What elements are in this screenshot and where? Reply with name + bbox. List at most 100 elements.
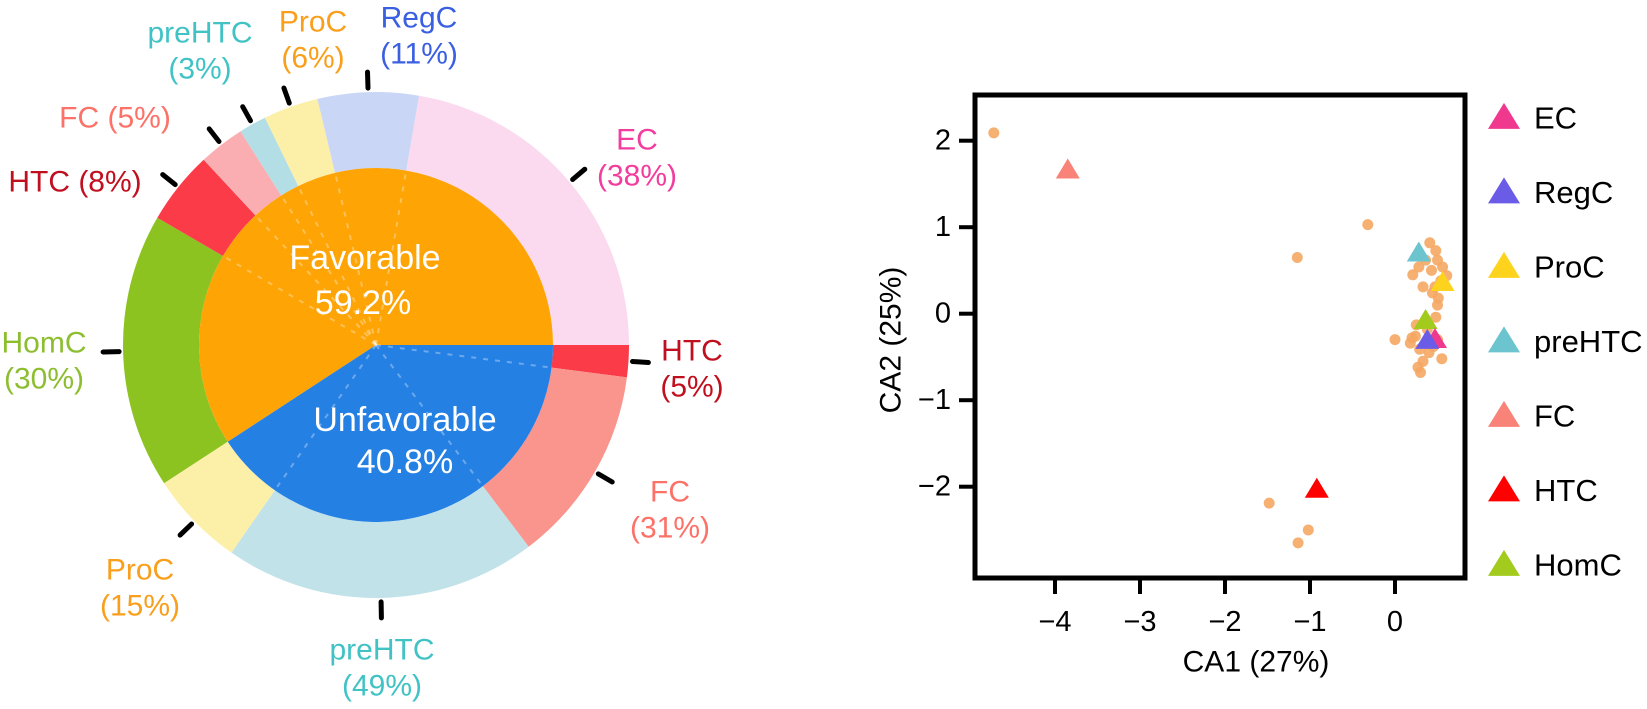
legend-triangle-homc [1488, 549, 1520, 576]
scatter-point [1430, 311, 1442, 323]
pie-slice-unfavorable [227, 345, 553, 522]
pie-callout-label: (38%) [597, 160, 677, 193]
legend-label-fc: FC [1534, 399, 1575, 434]
x-axis-tick-label: −1 [1293, 606, 1326, 638]
pie-center-label: 59.2% [315, 284, 411, 322]
group-centroid-triangle-prehtc [1406, 241, 1431, 262]
legend-triangle-prehtc [1488, 326, 1520, 353]
scatter-point [1404, 337, 1416, 349]
legend-label-proc: ProC [1534, 250, 1605, 285]
pie-callout-label: EC [616, 124, 658, 157]
ring-segment-regc [317, 91, 420, 173]
scatter-point [1437, 261, 1449, 273]
scatter-point [988, 127, 1000, 139]
pie-callout-label: preHTC [329, 634, 434, 667]
segment-tick [160, 172, 178, 188]
legend-label-htc: HTC [1534, 473, 1598, 508]
pie-callout-label: HTC [661, 335, 723, 368]
scatter-point [1436, 353, 1448, 365]
pie-callout-label: HTC (8%) [8, 166, 141, 199]
pie-subdivider-line [224, 256, 377, 346]
pie-callout-label: RegC [381, 2, 458, 35]
pie-slice-favorable [199, 167, 554, 442]
plot-frame [972, 92, 1468, 581]
pie-callout-label: (11%) [380, 38, 458, 71]
pie-callout-label: ProC [106, 554, 174, 587]
pie-callout-label: FC [650, 476, 690, 509]
pie-callout-label: preHTC [147, 17, 252, 50]
x-axis-tick-label: −2 [1208, 606, 1241, 638]
group-centroid-triangle-proc [1430, 271, 1455, 291]
scatter-point [1426, 264, 1437, 276]
scatter-point [1362, 219, 1374, 231]
scatter-point [1389, 334, 1401, 346]
scatter-point [1302, 524, 1314, 536]
ring-segment-fc [203, 131, 282, 216]
pie-subdivider-line [281, 196, 377, 346]
segment-tick [365, 69, 371, 91]
x-axis-title: CA1 (27%) [1183, 646, 1330, 679]
pie-callout-label: HomC [1, 327, 86, 360]
scatter-point [1415, 367, 1426, 378]
x-axis-tick-label: −4 [1038, 606, 1071, 638]
legend-label-prehtc: preHTC [1534, 324, 1643, 359]
ring-segment-homc [123, 217, 228, 484]
segment-tick [281, 85, 292, 106]
scatter-point [1292, 537, 1304, 549]
group-centroid-triangle-homc [1413, 309, 1438, 329]
pie-center-label: 40.8% [357, 443, 453, 481]
pie-center-label: Unfavorable [313, 401, 496, 439]
scatter-point [1424, 237, 1436, 249]
scatter-point [1423, 347, 1435, 359]
pie-subdivider-line [256, 216, 377, 346]
ring-segment-proc [264, 98, 335, 186]
segment-tick [570, 166, 588, 182]
pie-callout-label: (49%) [342, 670, 422, 703]
ring-segment-proc [164, 441, 275, 553]
scatter-point [1430, 245, 1442, 257]
legend-triangle-regc [1488, 177, 1520, 204]
pie-callout-label: (15%) [100, 590, 180, 623]
pie-callout-label: (5%) [660, 371, 723, 404]
pie-subdivider-line [375, 344, 483, 486]
scatter-point [1413, 261, 1425, 273]
group-centroid-triangle-fc [1055, 158, 1080, 179]
y-axis-tick-label: 2 [935, 125, 951, 157]
scatter-point [1407, 269, 1419, 281]
y-axis-tick-label: 0 [935, 298, 951, 330]
group-centroid-triangle-htc [1304, 477, 1329, 498]
scatter-point [1417, 281, 1429, 293]
legend-label-homc: HomC [1534, 548, 1622, 583]
ring-segment-htc [551, 345, 629, 378]
segment-tick [630, 359, 651, 365]
ring-segment-prehtc [240, 117, 299, 196]
pie-callout-label: ProC [279, 6, 347, 39]
segment-tick [206, 126, 222, 144]
y-axis-title: CA2 (25%) [875, 267, 908, 414]
legend-label-regc: RegC [1534, 175, 1613, 210]
pie-subdivider-line [275, 344, 377, 490]
ring-segment-htc [157, 159, 256, 257]
group-centroid-triangle-regc [1415, 328, 1440, 349]
pie-callout-label: FC (5%) [59, 102, 171, 135]
pie-center-label: Favorable [289, 239, 440, 277]
legend-triangle-fc [1488, 400, 1520, 427]
legend: EC RegC ProC preHTC FC HTC HomC [1488, 101, 1643, 583]
y-axis-tick-label: 1 [935, 211, 951, 243]
pie-subdivider-line [375, 172, 407, 346]
ring-segment-fc [482, 367, 627, 547]
legend-triangle-ec [1488, 102, 1520, 129]
scatter-chart: −4 −3 −2 −1 0 2 1 0 −1 −2 CA1 (27%) CA2 (25%) EC RegC… [875, 92, 1643, 679]
pie-subdivider-line [298, 187, 377, 346]
pie-callout-label: (6%) [281, 42, 344, 75]
x-axis-tick-label: 0 [1387, 606, 1403, 638]
pie-subdivider-line [375, 344, 550, 369]
y-axis-tick-label: −2 [918, 471, 951, 503]
donut-chart: Favorable 59.2% Unfavorable 40.8% EC(38%) HTC… [1, 2, 723, 703]
pie-callout-label: (3%) [168, 53, 231, 86]
x-axis-tick-label: −3 [1123, 606, 1156, 638]
ring-segment-ec [406, 95, 629, 345]
scatter-point [1291, 252, 1303, 263]
